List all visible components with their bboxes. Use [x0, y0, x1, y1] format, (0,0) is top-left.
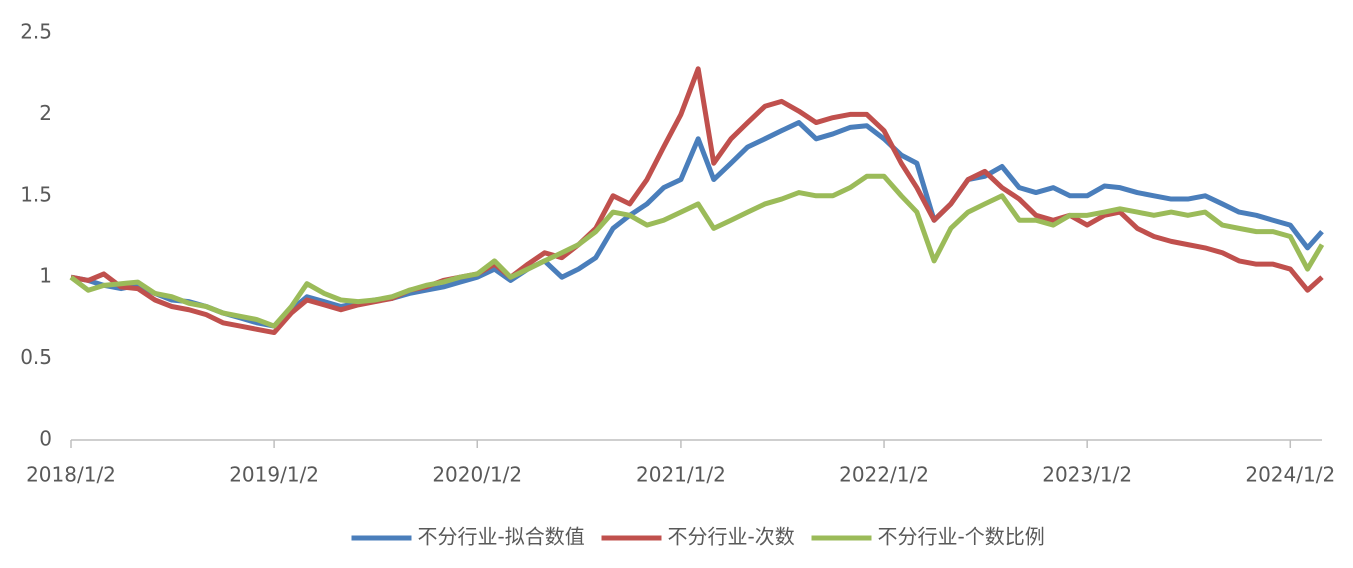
x-tick-label: 2023/1/2 [1042, 463, 1132, 487]
x-tick-label: 2020/1/2 [432, 463, 522, 487]
y-tick-label: 1 [39, 264, 52, 288]
data-line [69, 173, 1325, 329]
legend-label: 不分行业-拟合数值 [418, 525, 585, 549]
x-tick-label: 2019/1/2 [229, 463, 319, 487]
x-tick-label: 2021/1/2 [636, 463, 726, 487]
y-tick-label: 2 [39, 101, 52, 125]
x-tick-label: 2022/1/2 [839, 463, 929, 487]
legend-label: 不分行业-个数比例 [878, 525, 1045, 549]
x-tick-label: 2024/1/2 [1245, 463, 1335, 487]
y-tick-label: 0.5 [20, 345, 52, 369]
y-tick-label: 2.5 [20, 20, 52, 44]
y-tick-label: 0 [39, 427, 52, 451]
x-tick-label: 2018/1/2 [26, 463, 116, 487]
legend-label: 不分行业-次数 [668, 525, 795, 549]
y-tick-label: 1.5 [20, 182, 52, 206]
data-line [70, 66, 1324, 336]
